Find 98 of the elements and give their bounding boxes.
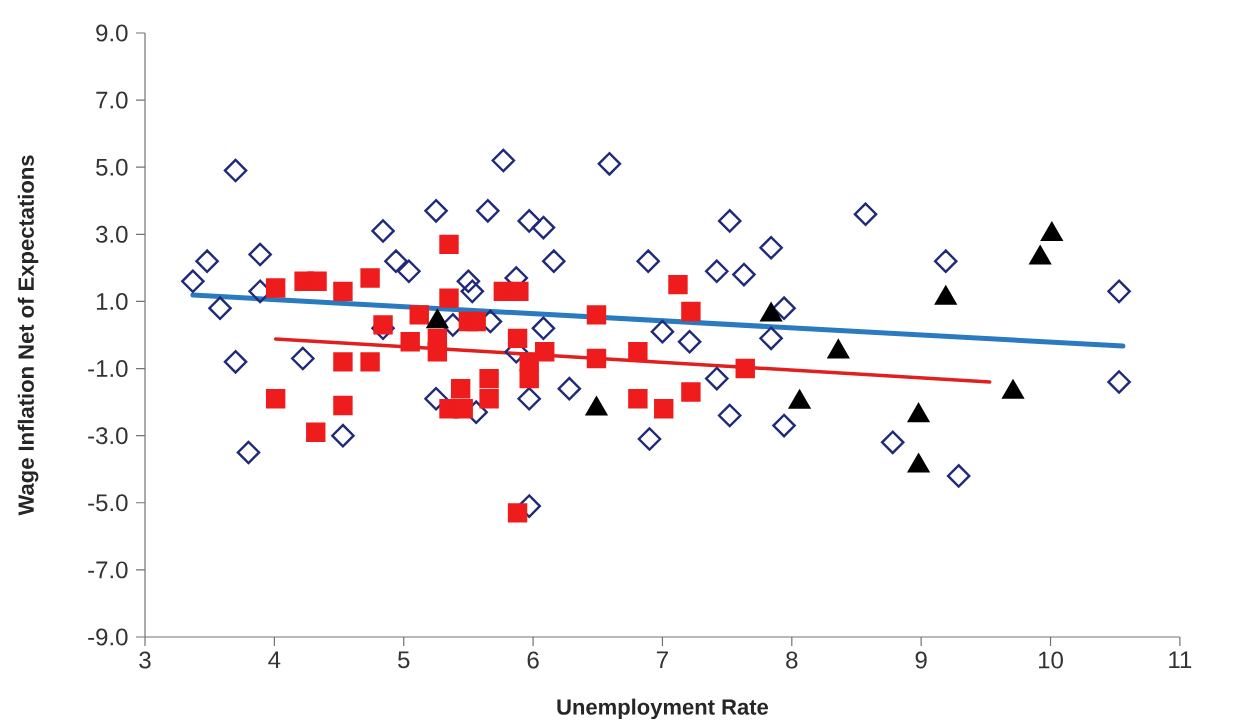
point bbox=[223, 350, 248, 374]
x-tick-label: 3 bbox=[139, 651, 151, 669]
x-tick-label: 8 bbox=[786, 651, 798, 669]
point bbox=[717, 209, 742, 233]
point bbox=[181, 269, 205, 294]
point bbox=[456, 269, 481, 294]
point bbox=[333, 281, 353, 302]
y-tick-label: -1.0 bbox=[88, 360, 128, 378]
point bbox=[681, 301, 701, 322]
point bbox=[1107, 279, 1131, 304]
point bbox=[880, 430, 905, 455]
point bbox=[439, 234, 459, 255]
y-tick-label: 3.0 bbox=[96, 225, 128, 243]
point bbox=[628, 389, 648, 409]
y-tick-label: -5.0 bbox=[88, 494, 128, 512]
point bbox=[384, 249, 408, 273]
y-tick-label: -9.0 bbox=[88, 628, 128, 646]
x-axis-title: Unemployment Rate bbox=[557, 698, 769, 720]
point bbox=[476, 199, 500, 223]
point bbox=[208, 296, 232, 320]
point bbox=[248, 242, 272, 267]
point bbox=[946, 464, 971, 488]
point bbox=[427, 342, 448, 362]
point bbox=[650, 319, 675, 344]
point bbox=[507, 503, 528, 523]
point bbox=[424, 386, 448, 411]
point bbox=[453, 399, 473, 419]
point bbox=[236, 440, 261, 465]
point bbox=[933, 249, 958, 273]
point bbox=[541, 249, 566, 273]
point bbox=[1107, 370, 1131, 394]
point bbox=[373, 315, 393, 335]
point bbox=[439, 288, 459, 308]
point bbox=[677, 329, 702, 354]
point bbox=[636, 249, 661, 273]
point bbox=[306, 422, 326, 442]
point bbox=[637, 427, 662, 451]
point bbox=[479, 368, 499, 389]
point bbox=[360, 352, 380, 372]
point bbox=[759, 326, 783, 351]
point bbox=[517, 386, 542, 411]
point bbox=[597, 152, 622, 176]
point bbox=[586, 348, 607, 369]
y-tick-label: 7.0 bbox=[96, 91, 128, 109]
y-tick-label: 1.0 bbox=[96, 292, 128, 310]
x-tick-label: 9 bbox=[915, 651, 927, 669]
point bbox=[759, 235, 783, 260]
point bbox=[772, 296, 796, 320]
point bbox=[586, 305, 607, 325]
point bbox=[195, 249, 219, 273]
point bbox=[531, 215, 556, 240]
point bbox=[491, 148, 516, 173]
point bbox=[531, 316, 556, 341]
y-axis-title: Wage Inflation Net of Expectations bbox=[17, 155, 39, 516]
point bbox=[450, 378, 471, 399]
point bbox=[628, 342, 648, 362]
point bbox=[557, 376, 582, 401]
point bbox=[735, 358, 755, 379]
y-tick-label: -7.0 bbox=[88, 561, 128, 579]
point bbox=[291, 346, 315, 371]
x-tick-label: 7 bbox=[656, 651, 668, 669]
point bbox=[772, 413, 796, 438]
point bbox=[265, 389, 286, 409]
point bbox=[333, 352, 353, 372]
point bbox=[704, 366, 729, 391]
point bbox=[732, 262, 756, 287]
point bbox=[704, 259, 729, 284]
x-tick-label: 11 bbox=[1169, 651, 1192, 669]
point bbox=[479, 389, 499, 409]
x-tick-label: 5 bbox=[398, 651, 410, 669]
point bbox=[424, 199, 448, 223]
point bbox=[397, 259, 421, 284]
point bbox=[265, 278, 286, 298]
point bbox=[307, 271, 327, 291]
point bbox=[400, 332, 420, 352]
point bbox=[466, 311, 486, 332]
point bbox=[509, 281, 529, 302]
point bbox=[409, 305, 429, 325]
point bbox=[223, 158, 248, 183]
point bbox=[853, 202, 878, 226]
point bbox=[517, 209, 542, 233]
point bbox=[717, 403, 742, 428]
point bbox=[371, 219, 395, 243]
point bbox=[360, 268, 380, 288]
point bbox=[331, 423, 355, 448]
y-tick-label: 5.0 bbox=[96, 158, 128, 176]
point bbox=[333, 395, 353, 416]
point bbox=[460, 279, 485, 304]
point bbox=[668, 274, 688, 295]
point bbox=[654, 399, 674, 419]
y-tick-label: -3.0 bbox=[88, 427, 128, 445]
y-tick-label: 9.0 bbox=[96, 24, 128, 42]
point bbox=[507, 328, 528, 349]
x-tick-label: 4 bbox=[268, 651, 281, 669]
x-tick-label: 10 bbox=[1039, 651, 1063, 669]
point bbox=[519, 368, 539, 389]
x-tick-label: 6 bbox=[527, 651, 539, 669]
point bbox=[681, 382, 701, 402]
